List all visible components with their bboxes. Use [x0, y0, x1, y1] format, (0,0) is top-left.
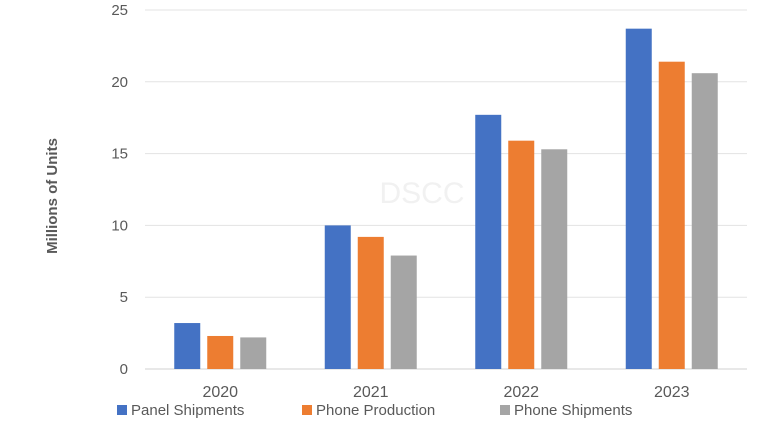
bar-phone-production-2021	[357, 236, 384, 369]
legend-swatch	[302, 405, 312, 415]
bar-phone-production-2023	[658, 61, 685, 370]
bar-panel-shipments-2020	[174, 323, 201, 369]
bar-phone-shipments-2023	[691, 73, 718, 370]
legend-swatch	[500, 405, 510, 415]
legend-label: Phone Production	[316, 402, 435, 419]
legend: Panel Shipments Phone Production Phone Shi…	[117, 402, 632, 419]
bar-phone-shipments-2022	[541, 149, 568, 369]
bars	[174, 28, 718, 370]
bar-phone-shipments-2020	[240, 337, 267, 369]
y-tick-label: 0	[120, 361, 128, 378]
bar-phone-production-2022	[508, 140, 535, 369]
y-tick-label: 25	[111, 2, 128, 19]
bar-phone-production-2020	[207, 335, 234, 369]
x-axis: 2020 2021 2022 2023	[202, 384, 689, 401]
y-tick-label: 5	[120, 289, 128, 306]
watermark: DSCC	[379, 177, 464, 210]
legend-label: Phone Shipments	[514, 402, 632, 419]
legend-label: Panel Shipments	[131, 402, 244, 419]
x-tick-label: 2020	[202, 384, 238, 401]
bar-panel-shipments-2022	[475, 114, 502, 369]
legend-swatch	[117, 405, 127, 415]
y-axis-label: Millions of Units	[44, 138, 61, 254]
y-axis: 0 5 10 15 20 25	[111, 2, 128, 378]
x-tick-label: 2022	[503, 384, 539, 401]
x-tick-label: 2023	[654, 384, 690, 401]
y-tick-label: 15	[111, 146, 128, 163]
bar-panel-shipments-2021	[324, 225, 351, 369]
bar-phone-shipments-2021	[390, 255, 417, 369]
y-tick-label: 20	[111, 74, 128, 91]
x-tick-label: 2021	[353, 384, 389, 401]
bar-panel-shipments-2023	[625, 28, 652, 369]
y-tick-label: 10	[111, 217, 128, 234]
